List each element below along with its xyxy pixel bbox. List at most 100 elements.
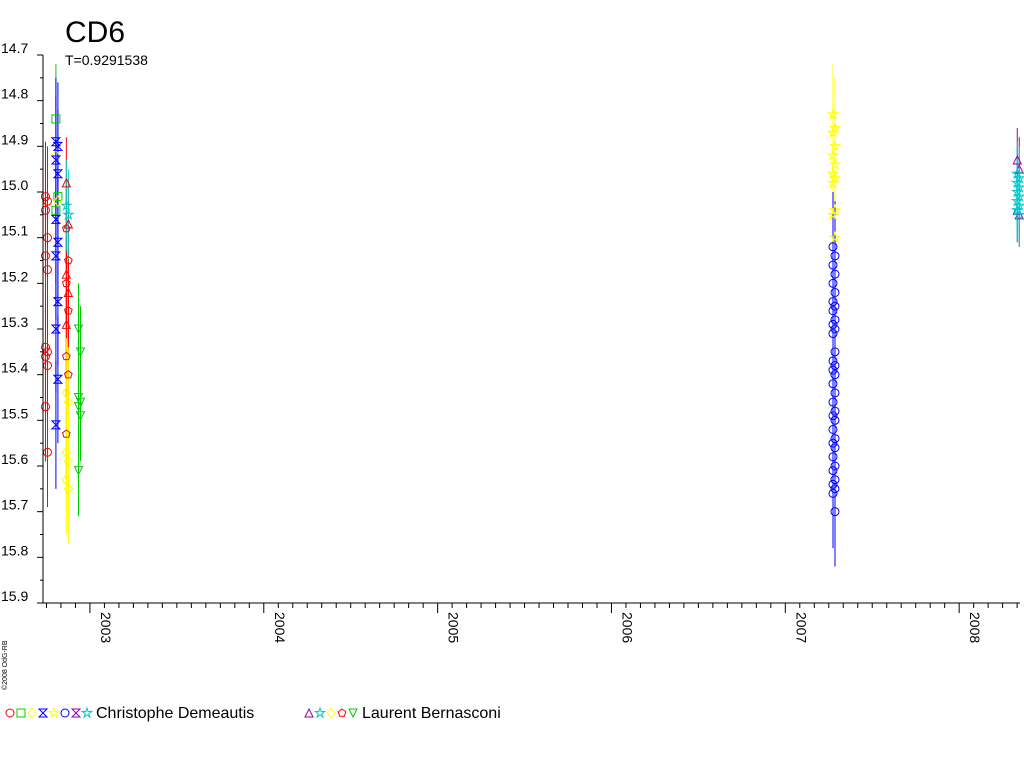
data-point xyxy=(828,466,838,476)
data-point xyxy=(830,434,840,444)
data-point xyxy=(51,205,61,215)
data-point xyxy=(1012,198,1024,212)
data-point xyxy=(61,446,71,459)
axes: 14.7 14.8 14.9 15.0 15.1 15.2 15.3 15.4 15.5 15.6… xyxy=(1,40,1020,643)
data-point xyxy=(50,251,62,261)
data-point xyxy=(828,260,838,270)
data-point xyxy=(50,324,62,334)
data-point xyxy=(826,208,840,221)
data-point xyxy=(52,374,64,384)
data-point xyxy=(40,351,50,361)
data-point xyxy=(61,351,71,361)
data-point xyxy=(52,169,64,179)
y-tick-label: 14.9 xyxy=(1,131,28,147)
data-point xyxy=(828,329,838,339)
data-point xyxy=(61,208,75,221)
legend-label: Laurent Bernasconi xyxy=(362,705,501,722)
data-point xyxy=(61,473,71,486)
data-marks xyxy=(40,64,1024,567)
y-tick-label: 15.5 xyxy=(1,405,28,421)
data-point xyxy=(52,141,64,151)
data-point xyxy=(1010,203,1024,216)
data-point xyxy=(40,192,50,202)
legend-symbol xyxy=(37,708,49,718)
data-point xyxy=(61,387,71,399)
data-point xyxy=(53,192,63,202)
data-point xyxy=(830,347,840,357)
data-point xyxy=(52,297,64,307)
data-point xyxy=(61,319,72,329)
legend-symbol xyxy=(47,706,61,719)
data-point xyxy=(828,139,842,152)
data-point xyxy=(63,396,73,408)
legend-entry: Laurent Bernasconi xyxy=(304,705,501,722)
data-point xyxy=(1010,194,1024,207)
data-point xyxy=(828,452,838,462)
y-tick-label: 15.7 xyxy=(1,497,28,513)
data-point xyxy=(830,324,840,334)
data-point xyxy=(73,324,84,335)
chart-subtitle: T=0.9291538 xyxy=(65,52,148,68)
data-point xyxy=(830,361,840,371)
data-point xyxy=(61,269,72,279)
data-point xyxy=(828,171,842,184)
data-point xyxy=(61,278,71,288)
data-point xyxy=(828,319,838,329)
data-point xyxy=(830,370,840,380)
data-point xyxy=(830,287,840,297)
data-point xyxy=(826,176,840,189)
data-point xyxy=(830,415,840,425)
data-point xyxy=(1012,208,1024,221)
data-point xyxy=(63,255,73,265)
data-point xyxy=(61,177,72,188)
data-point xyxy=(828,365,838,375)
legend-symbol xyxy=(16,708,26,718)
data-point xyxy=(75,347,86,357)
legend-symbol xyxy=(348,708,358,719)
data-point xyxy=(50,214,62,224)
data-point xyxy=(826,125,840,139)
data-point xyxy=(828,297,838,307)
legend-entry: Christophe Demeautis xyxy=(5,705,254,722)
data-point xyxy=(1012,189,1024,203)
data-point xyxy=(826,148,840,161)
data-point xyxy=(59,198,73,212)
data-point xyxy=(830,484,840,494)
x-tick-label: 2004 xyxy=(272,612,288,643)
data-point xyxy=(61,223,71,233)
data-point xyxy=(73,402,84,412)
data-point xyxy=(828,397,838,407)
legend: Christophe Demeautis Laurent Bernasconi xyxy=(5,705,501,722)
data-point xyxy=(1012,180,1024,193)
data-point xyxy=(40,342,50,352)
y-tick-label: 15.0 xyxy=(1,177,28,193)
data-point xyxy=(52,237,64,247)
data-point xyxy=(73,393,84,403)
data-point xyxy=(830,251,840,261)
data-point xyxy=(828,230,842,244)
data-point xyxy=(40,251,50,261)
data-point xyxy=(1012,171,1024,184)
legend-symbol xyxy=(304,707,314,718)
legend-symbol xyxy=(27,707,37,719)
data-point xyxy=(826,107,840,120)
data-point xyxy=(63,370,73,379)
data-point xyxy=(61,429,71,438)
data-point xyxy=(828,278,838,288)
data-point xyxy=(50,155,62,165)
data-point xyxy=(63,306,73,315)
y-tick-label: 15.3 xyxy=(1,314,28,330)
data-point xyxy=(63,287,74,297)
data-point xyxy=(830,461,840,471)
x-tick-label: 2006 xyxy=(619,612,635,643)
data-point xyxy=(75,411,86,421)
y-tick-label: 15.2 xyxy=(1,268,28,284)
chart-title: CD6 xyxy=(65,16,125,49)
y-tick-label: 15.1 xyxy=(1,223,28,239)
legend-label: Christophe Demeautis xyxy=(96,705,254,722)
data-point xyxy=(1010,166,1024,180)
data-point xyxy=(51,114,61,124)
data-point xyxy=(830,406,840,416)
legend-symbol xyxy=(337,708,347,717)
